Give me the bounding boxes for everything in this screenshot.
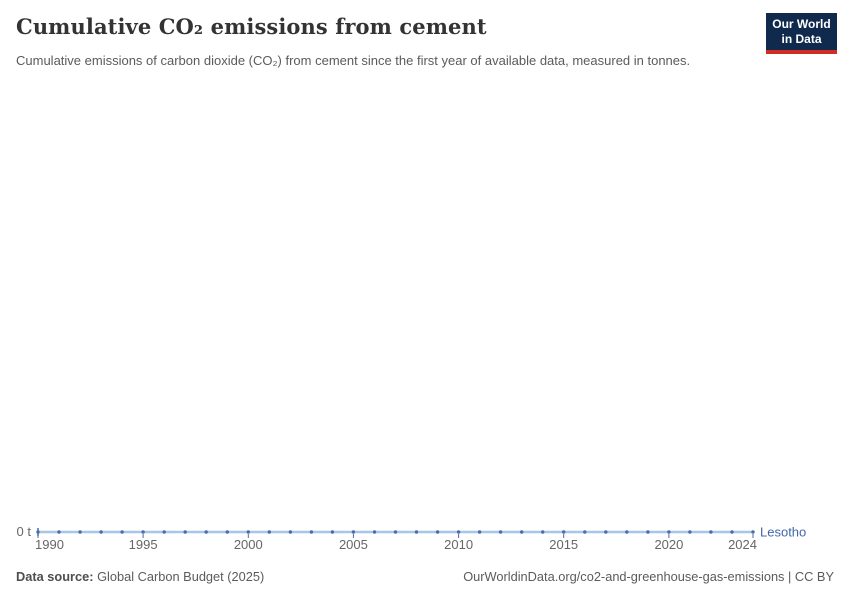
data-point-2013[interactable]: [520, 530, 524, 534]
data-point-1997[interactable]: [183, 530, 187, 534]
data-point-2005[interactable]: [351, 530, 356, 534]
data-point-2017[interactable]: [604, 530, 608, 534]
data-point-2006[interactable]: [372, 530, 377, 534]
owid-logo[interactable]: Our World in Data: [766, 13, 837, 54]
x-tick-label-2000: 2000: [234, 537, 263, 552]
data-point-2003[interactable]: [309, 530, 314, 534]
data-point-2001[interactable]: [267, 530, 271, 534]
data-point-2002[interactable]: [288, 530, 293, 534]
data-point-2022[interactable]: [709, 530, 713, 534]
data-point-2015[interactable]: [562, 530, 566, 534]
x-tick-label-2010: 2010: [444, 537, 473, 552]
data-point-2018[interactable]: [625, 530, 629, 534]
x-tick-label-2020: 2020: [654, 537, 683, 552]
data-point-2019[interactable]: [646, 530, 650, 534]
data-point-1990[interactable]: [36, 530, 40, 534]
data-point-2014[interactable]: [541, 530, 545, 534]
x-tick-label-2005: 2005: [339, 537, 368, 552]
data-source-label: Data source:: [16, 569, 94, 584]
data-point-2007[interactable]: [393, 530, 398, 534]
data-point-2008[interactable]: [414, 530, 419, 534]
x-tick-label-1990: 1990: [35, 537, 64, 552]
owid-logo-line1: Our World: [772, 16, 831, 31]
data-source: Data source: Global Carbon Budget (2025): [16, 569, 264, 584]
data-point-2010[interactable]: [456, 530, 461, 534]
data-point-1998[interactable]: [204, 530, 208, 534]
chart-subtitle: Cumulative emissions of carbon dioxide (…: [16, 53, 691, 68]
data-point-2000[interactable]: [246, 530, 250, 534]
data-point-2016[interactable]: [583, 530, 587, 534]
entity-label-lesotho[interactable]: Lesotho: [760, 525, 806, 540]
y-axis-zero-label: 0 t: [17, 524, 32, 539]
data-point-2011[interactable]: [477, 530, 482, 534]
data-point-2024[interactable]: [751, 530, 755, 534]
data-point-2023[interactable]: [730, 530, 734, 534]
owid-logo-line2: in Data: [781, 31, 822, 46]
x-tick-label-1995: 1995: [129, 537, 158, 552]
data-point-1994[interactable]: [120, 530, 124, 534]
data-point-1995[interactable]: [141, 530, 145, 534]
footer-citation-link[interactable]: OurWorldinData.org/co2-and-greenhouse-ga…: [463, 569, 834, 584]
x-tick-label-2024: 2024: [728, 537, 757, 552]
data-point-2004[interactable]: [330, 530, 335, 534]
data-point-2021[interactable]: [688, 530, 692, 534]
data-source-value: Global Carbon Budget (2025): [97, 569, 265, 584]
data-point-1992[interactable]: [78, 530, 82, 534]
data-point-2020[interactable]: [667, 530, 671, 534]
x-tick-label-2015: 2015: [549, 537, 578, 552]
data-point-2012[interactable]: [498, 530, 503, 534]
chart-title: Cumulative CO₂ emissions from cement: [16, 14, 487, 39]
data-point-1999[interactable]: [225, 530, 229, 534]
data-point-1996[interactable]: [162, 530, 166, 534]
data-point-2009[interactable]: [435, 530, 440, 534]
data-point-1991[interactable]: [57, 530, 61, 534]
data-point-1993[interactable]: [99, 530, 103, 534]
